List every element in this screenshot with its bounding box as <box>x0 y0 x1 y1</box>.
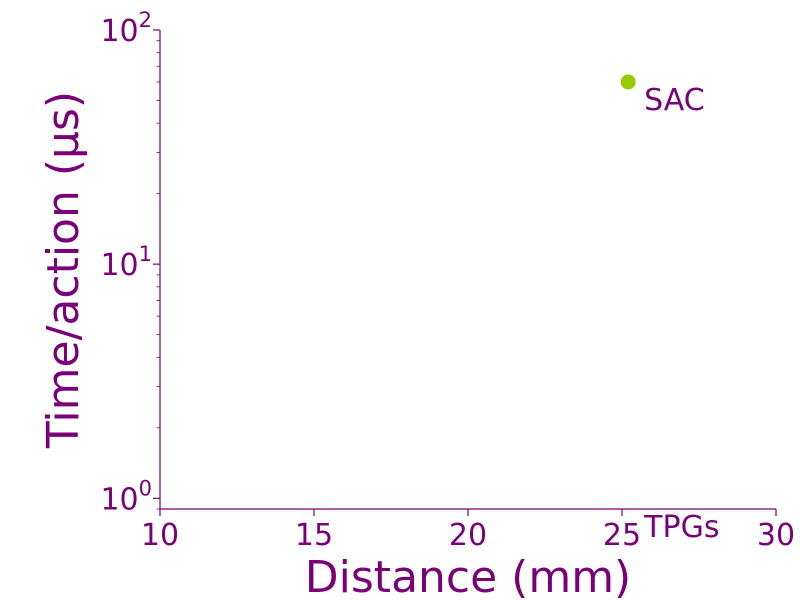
x-tick-label: 30 <box>757 518 795 553</box>
annotation-tpgs: TPGs <box>643 510 719 545</box>
y-tick-label: 101 <box>100 242 152 283</box>
data-point-sac <box>620 74 636 90</box>
x-tick-label: 10 <box>141 518 179 553</box>
y-tick-label: 100 <box>100 476 152 517</box>
x-ticks: 10 15 20 25 30 <box>141 509 795 553</box>
data-points <box>620 74 636 90</box>
x-axis-title: Distance (mm) <box>305 552 631 600</box>
x-tick-label: 25 <box>603 518 641 553</box>
x-tick-label: 20 <box>449 518 487 553</box>
y-ticks: 100 101 102 <box>100 8 160 517</box>
x-tick-label: 15 <box>295 518 333 553</box>
y-tick-label: 102 <box>100 8 152 49</box>
y-axis-title: Time/action (µs) <box>38 91 89 449</box>
annotations: SAC TPGs <box>643 83 719 545</box>
annotation-sac: SAC <box>644 83 705 118</box>
